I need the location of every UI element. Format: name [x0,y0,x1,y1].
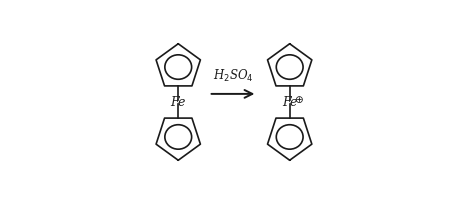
Text: ⊕: ⊕ [294,95,302,105]
Text: H$_2$SO$_4$: H$_2$SO$_4$ [213,68,253,84]
Text: Fe: Fe [171,95,186,109]
Text: Fe: Fe [282,95,297,109]
